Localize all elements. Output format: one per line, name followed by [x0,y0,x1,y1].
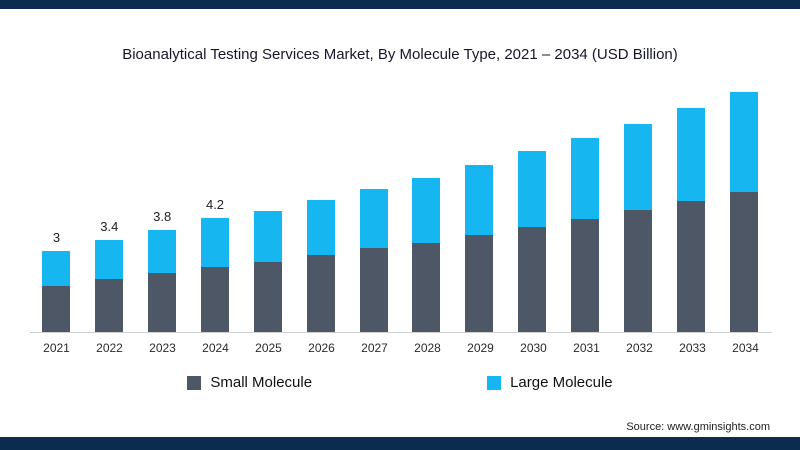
bar-column-2022: 3.4 [83,78,136,332]
bar-column-2030 [506,78,559,332]
legend-label-large-molecule: Large Molecule [510,374,613,391]
large-molecule-segment-2030 [518,151,547,227]
small-molecule-segment-2029 [465,235,494,332]
x-tick-2032: 2032 [626,341,653,355]
stacked-bar-2021 [42,251,71,332]
bar-column-2021: 3 [30,78,83,332]
x-tick-2027: 2027 [361,341,388,355]
stacked-bar-2030 [518,151,547,332]
bar-column-2027 [347,78,400,332]
value-label-2021: 3 [52,230,61,245]
small-molecule-segment-2030 [518,227,547,332]
bar-column-2025 [241,78,294,332]
small-molecule-segment-2033 [676,201,705,332]
x-tick-2024: 2024 [202,341,229,355]
x-tick-2023: 2023 [149,341,176,355]
large-molecule-segment-2028 [412,178,441,243]
stacked-bar-2033 [676,108,705,332]
x-tick-2034: 2034 [732,341,759,355]
small-molecule-segment-2022 [95,279,124,332]
large-molecule-segment-2027 [359,189,388,248]
legend-item-small-molecule: Small Molecule [187,374,312,391]
small-molecule-segment-2026 [306,255,335,332]
bar-column-2031 [559,78,612,332]
chart-title: Bioanalytical Testing Services Market, B… [122,46,678,63]
bottom-border-strip [0,437,800,450]
stacked-bar-2034 [729,92,758,332]
large-molecule-segment-2021 [42,251,71,286]
large-molecule-segment-2025 [253,211,282,262]
stacked-bar-2025 [253,211,282,332]
bar-column-2029 [453,78,506,332]
bar-column-2026 [294,78,347,332]
x-tick-2026: 2026 [308,341,335,355]
source-text: Source: www.gminsights.com [626,421,770,433]
bar-column-2028 [400,78,453,332]
bar-column-2033 [664,78,717,332]
value-label-2023: 3.8 [153,209,172,224]
large-molecule-segment-2034 [729,92,758,192]
stacked-bar-2027 [359,189,388,332]
plot-area: 3 3.4 3.8 4.2 [30,78,770,332]
small-molecule-segment-2032 [623,210,652,332]
value-label-2022: 3.4 [100,219,119,234]
stacked-bar-2023 [148,230,177,332]
large-molecule-segment-2023 [148,230,177,273]
bar-column-2024: 4.2 [189,78,242,332]
small-molecule-segment-2025 [253,262,282,332]
small-molecule-swatch [187,375,202,390]
small-molecule-segment-2023 [148,273,177,332]
x-tick-2022: 2022 [96,341,123,355]
x-axis: 2021 2022 2023 2024 2025 2026 2027 2028 2029 2030… [30,332,772,355]
x-tick-2025: 2025 [255,341,282,355]
x-tick-2033: 2033 [679,341,706,355]
large-molecule-segment-2026 [306,200,335,255]
small-molecule-segment-2024 [201,267,229,332]
stacked-bar-2032 [623,124,652,332]
legend-item-large-molecule: Large Molecule [487,374,613,391]
legend: Small Molecule Large Molecule [0,374,800,391]
large-molecule-segment-2032 [623,124,652,210]
bar-column-2032 [611,78,664,332]
stacked-bar-2022 [95,240,124,332]
large-molecule-segment-2033 [676,108,705,201]
x-tick-2028: 2028 [414,341,441,355]
stacked-bar-2024 [201,218,229,332]
stacked-bar-2026 [306,200,335,332]
small-molecule-segment-2028 [412,243,441,332]
small-molecule-segment-2021 [42,286,71,332]
x-tick-2029: 2029 [467,341,494,355]
x-tick-2021: 2021 [43,341,70,355]
bar-column-2034 [717,78,770,332]
stacked-bar-2031 [571,138,600,332]
large-molecule-segment-2024 [201,218,229,267]
top-border-strip [0,0,800,9]
small-molecule-segment-2031 [571,219,600,332]
large-molecule-segment-2022 [95,240,124,279]
stacked-bar-2029 [465,165,494,332]
small-molecule-segment-2027 [359,248,388,332]
value-label-2024: 4.2 [205,197,225,212]
x-tick-2031: 2031 [573,341,600,355]
large-molecule-segment-2031 [571,138,600,219]
legend-label-small-molecule: Small Molecule [210,374,313,391]
stacked-bar-2028 [412,178,441,332]
large-molecule-swatch [487,375,502,390]
small-molecule-segment-2034 [729,192,758,332]
x-tick-2030: 2030 [520,341,547,355]
large-molecule-segment-2029 [465,165,494,235]
bar-column-2023: 3.8 [136,78,189,332]
